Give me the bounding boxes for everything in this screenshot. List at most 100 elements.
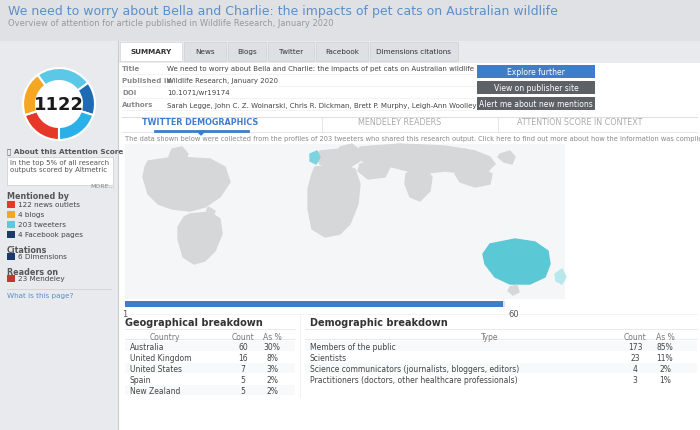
Polygon shape bbox=[197, 132, 205, 136]
Text: Scientists: Scientists bbox=[310, 353, 347, 362]
Text: Title: Title bbox=[122, 66, 140, 72]
FancyBboxPatch shape bbox=[228, 43, 266, 62]
FancyBboxPatch shape bbox=[316, 43, 368, 62]
Text: Wildlife Research, January 2020: Wildlife Research, January 2020 bbox=[167, 78, 278, 84]
Text: 203 tweeters: 203 tweeters bbox=[18, 221, 66, 227]
FancyBboxPatch shape bbox=[125, 301, 503, 307]
FancyBboxPatch shape bbox=[477, 82, 595, 95]
FancyBboxPatch shape bbox=[7, 212, 15, 218]
Wedge shape bbox=[23, 76, 46, 116]
Text: The data shown below were collected from the profiles of 203 tweeters who shared: The data shown below were collected from… bbox=[125, 136, 700, 141]
Text: Count: Count bbox=[624, 332, 646, 341]
Text: Demographic breakdown: Demographic breakdown bbox=[310, 317, 448, 327]
Text: 8%: 8% bbox=[266, 353, 278, 362]
FancyBboxPatch shape bbox=[118, 42, 700, 430]
Text: Australia: Australia bbox=[130, 342, 164, 351]
Text: Science communicators (journalists, bloggers, editors): Science communicators (journalists, blog… bbox=[310, 364, 519, 373]
Text: 3: 3 bbox=[633, 375, 638, 384]
Text: Published in: Published in bbox=[122, 78, 172, 84]
Text: 4 Facebook pages: 4 Facebook pages bbox=[18, 231, 83, 237]
Polygon shape bbox=[498, 152, 515, 165]
Text: 6 Dimensions: 6 Dimensions bbox=[18, 253, 67, 259]
Text: 4: 4 bbox=[633, 364, 638, 373]
Text: Citations: Citations bbox=[7, 246, 48, 255]
Text: View on publisher site: View on publisher site bbox=[494, 84, 578, 93]
Polygon shape bbox=[428, 150, 480, 172]
Text: 23 Mendeley: 23 Mendeley bbox=[18, 275, 64, 281]
Text: 5: 5 bbox=[241, 386, 246, 395]
Polygon shape bbox=[355, 144, 495, 175]
Polygon shape bbox=[508, 286, 519, 295]
FancyBboxPatch shape bbox=[305, 363, 697, 373]
FancyBboxPatch shape bbox=[477, 66, 595, 79]
Text: Dimensions citations: Dimensions citations bbox=[377, 49, 452, 55]
Text: SUMMARY: SUMMARY bbox=[130, 49, 172, 55]
Text: ⓘ About this Attention Score: ⓘ About this Attention Score bbox=[7, 147, 123, 154]
Text: 1122: 1122 bbox=[34, 96, 84, 114]
FancyBboxPatch shape bbox=[7, 221, 15, 228]
Polygon shape bbox=[483, 240, 550, 284]
Text: 30%: 30% bbox=[264, 342, 281, 351]
Circle shape bbox=[36, 82, 82, 128]
Text: United States: United States bbox=[130, 364, 182, 373]
Polygon shape bbox=[358, 160, 390, 180]
FancyBboxPatch shape bbox=[125, 341, 295, 351]
Text: Explore further: Explore further bbox=[507, 68, 565, 77]
FancyBboxPatch shape bbox=[477, 98, 595, 111]
Polygon shape bbox=[315, 150, 360, 169]
Wedge shape bbox=[59, 112, 93, 141]
Text: In the top 5% of all research
outputs scored by Altmetric: In the top 5% of all research outputs sc… bbox=[10, 160, 109, 172]
Text: Country: Country bbox=[150, 332, 181, 341]
Text: 10.1071/wr19174: 10.1071/wr19174 bbox=[167, 90, 230, 96]
FancyBboxPatch shape bbox=[125, 301, 505, 307]
Text: Practitioners (doctors, other healthcare professionals): Practitioners (doctors, other healthcare… bbox=[310, 375, 517, 384]
Text: Alert me about new mentions: Alert me about new mentions bbox=[479, 100, 593, 109]
Text: 11%: 11% bbox=[657, 353, 673, 362]
Text: 2%: 2% bbox=[266, 375, 278, 384]
Text: Blogs: Blogs bbox=[237, 49, 257, 55]
Text: Twitter: Twitter bbox=[279, 49, 303, 55]
Text: ATTENTION SCORE IN CONTEXT: ATTENTION SCORE IN CONTEXT bbox=[517, 118, 643, 127]
Text: Spain: Spain bbox=[130, 375, 151, 384]
Wedge shape bbox=[38, 69, 88, 91]
FancyBboxPatch shape bbox=[370, 43, 458, 62]
Text: We need to worry about Bella and Charlie: the impacts of pet cats on Australian : We need to worry about Bella and Charlie… bbox=[167, 66, 474, 72]
Text: 1: 1 bbox=[122, 309, 127, 318]
Polygon shape bbox=[555, 269, 566, 284]
Text: 5: 5 bbox=[241, 375, 246, 384]
Text: Readers on: Readers on bbox=[7, 267, 58, 276]
Text: 4 blogs: 4 blogs bbox=[18, 212, 44, 218]
FancyBboxPatch shape bbox=[125, 352, 295, 362]
Text: Authors: Authors bbox=[122, 102, 153, 108]
Text: United Kingdom: United Kingdom bbox=[130, 353, 192, 362]
Text: 7: 7 bbox=[241, 364, 246, 373]
FancyBboxPatch shape bbox=[7, 158, 113, 186]
Polygon shape bbox=[143, 158, 230, 212]
Text: News: News bbox=[195, 49, 215, 55]
Polygon shape bbox=[405, 169, 432, 202]
FancyBboxPatch shape bbox=[268, 43, 314, 62]
Text: Count: Count bbox=[232, 332, 254, 341]
FancyBboxPatch shape bbox=[125, 363, 295, 373]
Text: Sarah Legge, John C. Z. Woinarski, Chris R. Dickman, Brett P. Murphy, Leigh-Ann : Sarah Legge, John C. Z. Woinarski, Chris… bbox=[167, 102, 539, 108]
FancyBboxPatch shape bbox=[120, 43, 182, 62]
FancyBboxPatch shape bbox=[7, 202, 15, 209]
Text: TWITTER DEMOGRAPHICS: TWITTER DEMOGRAPHICS bbox=[142, 118, 258, 127]
FancyBboxPatch shape bbox=[7, 275, 15, 283]
FancyBboxPatch shape bbox=[305, 352, 697, 362]
FancyBboxPatch shape bbox=[125, 144, 565, 299]
Text: 3%: 3% bbox=[266, 364, 278, 373]
Polygon shape bbox=[338, 144, 358, 160]
Text: 23: 23 bbox=[630, 353, 640, 362]
FancyBboxPatch shape bbox=[118, 42, 700, 64]
Text: As %: As % bbox=[656, 332, 674, 341]
Text: 122 news outlets: 122 news outlets bbox=[18, 202, 80, 208]
Text: 60: 60 bbox=[508, 309, 519, 318]
Text: 173: 173 bbox=[628, 342, 643, 351]
FancyBboxPatch shape bbox=[305, 341, 697, 351]
Text: 16: 16 bbox=[238, 353, 248, 362]
FancyBboxPatch shape bbox=[7, 231, 15, 239]
Text: What is this page?: What is this page? bbox=[7, 292, 74, 298]
FancyBboxPatch shape bbox=[125, 374, 295, 384]
FancyBboxPatch shape bbox=[0, 42, 118, 430]
